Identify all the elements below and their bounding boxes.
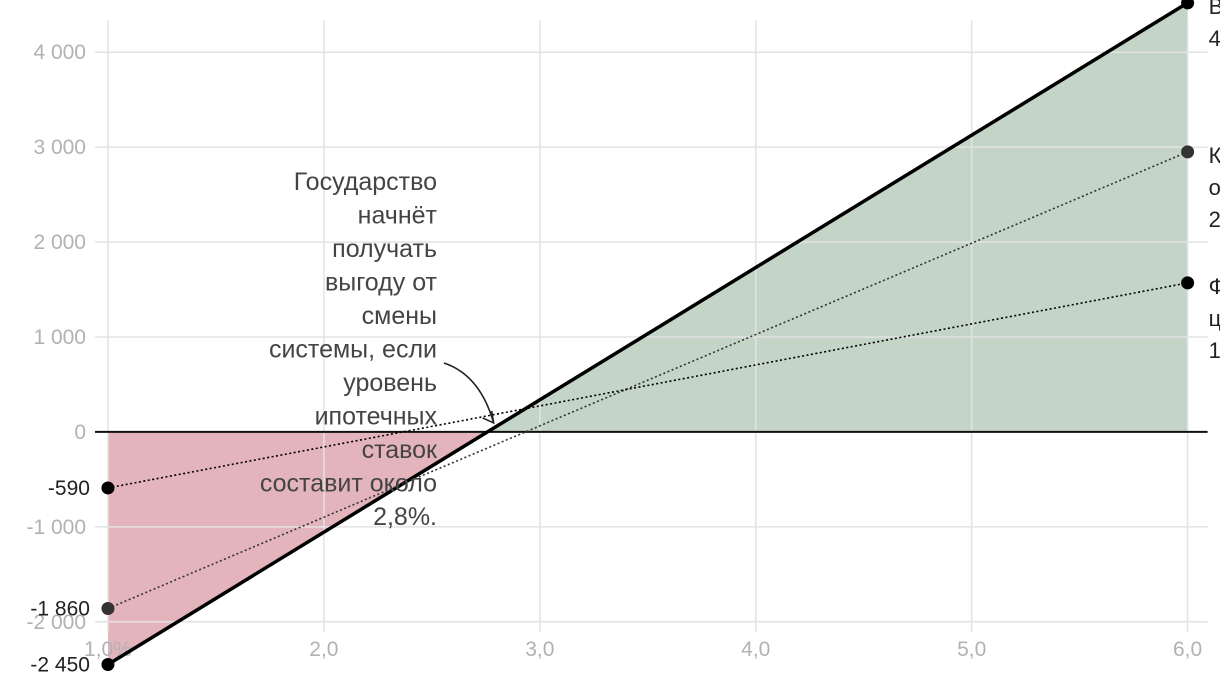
- series-line: [107, 1, 1189, 666]
- series-end-label: Кантоны и общины 2 950: [1209, 143, 1220, 232]
- annotation-line: составит около: [260, 470, 437, 498]
- x-tick-label: 5,0: [957, 638, 986, 661]
- series-line: [107, 151, 1188, 610]
- series-start-label: -1 860: [30, 597, 90, 620]
- x-tick-label: 2,0: [309, 638, 338, 661]
- annotation-line: уровень: [343, 369, 437, 397]
- y-tick-label: 3 000: [33, 136, 86, 159]
- series-value: 2 950: [1209, 207, 1220, 232]
- annotation-arrowhead: [482, 410, 495, 425]
- y-tick-label: 4 000: [33, 41, 86, 64]
- series-start-point: [101, 658, 115, 672]
- annotation-line: системы, если: [269, 336, 437, 364]
- series-end-point: [1181, 276, 1195, 290]
- y-tick-label: 1 000: [33, 326, 86, 349]
- series-end-point: [1181, 0, 1195, 10]
- series-name-line: Всего: [1209, 0, 1220, 19]
- annotation-line: выгоду от: [325, 269, 438, 297]
- series-start-label: -2 450: [30, 654, 90, 674]
- series-name-line: Федеральный: [1209, 274, 1220, 299]
- series-start-label: -590: [48, 477, 90, 500]
- x-tick-label: 1,0%: [84, 638, 132, 661]
- annotation-line: смены: [362, 302, 437, 330]
- annotation-line: ставок: [362, 436, 438, 464]
- annotation-line: получать: [332, 235, 437, 263]
- annotation-line: начнёт: [358, 202, 438, 230]
- series-name-line: Кантоны и: [1209, 143, 1220, 168]
- series-start-point: [101, 481, 115, 495]
- y-tick-label: 2 000: [33, 231, 86, 254]
- series-name-line: общины: [1209, 175, 1220, 200]
- series-end-point: [1181, 145, 1195, 159]
- y-tick-label: -2 000: [26, 611, 86, 634]
- series-name-line: центр: [1209, 306, 1220, 331]
- annotation-line: Государство: [294, 168, 437, 196]
- x-tick-label: 6,0: [1173, 638, 1202, 661]
- series-end-label: Федеральный центр 1 570: [1209, 274, 1220, 363]
- series-start-point: [101, 601, 115, 615]
- y-tick-label: 0: [74, 421, 86, 444]
- series-value: 1 570: [1209, 338, 1220, 363]
- annotation-text: Государство начнёт получать выгоду от смены с…: [260, 168, 438, 531]
- series-value: 4 520: [1209, 26, 1220, 51]
- annotation-arrow: [443, 362, 495, 424]
- x-tick-label: 4,0: [741, 638, 770, 661]
- annotation-line: ипотечных: [315, 403, 438, 431]
- series-line: [107, 282, 1188, 489]
- series-end-label: Всего 4 520: [1209, 0, 1220, 51]
- x-tick-label: 3,0: [525, 638, 554, 661]
- y-tick-label: -1 000: [26, 516, 86, 539]
- annotation-line: 2,8%.: [373, 503, 437, 531]
